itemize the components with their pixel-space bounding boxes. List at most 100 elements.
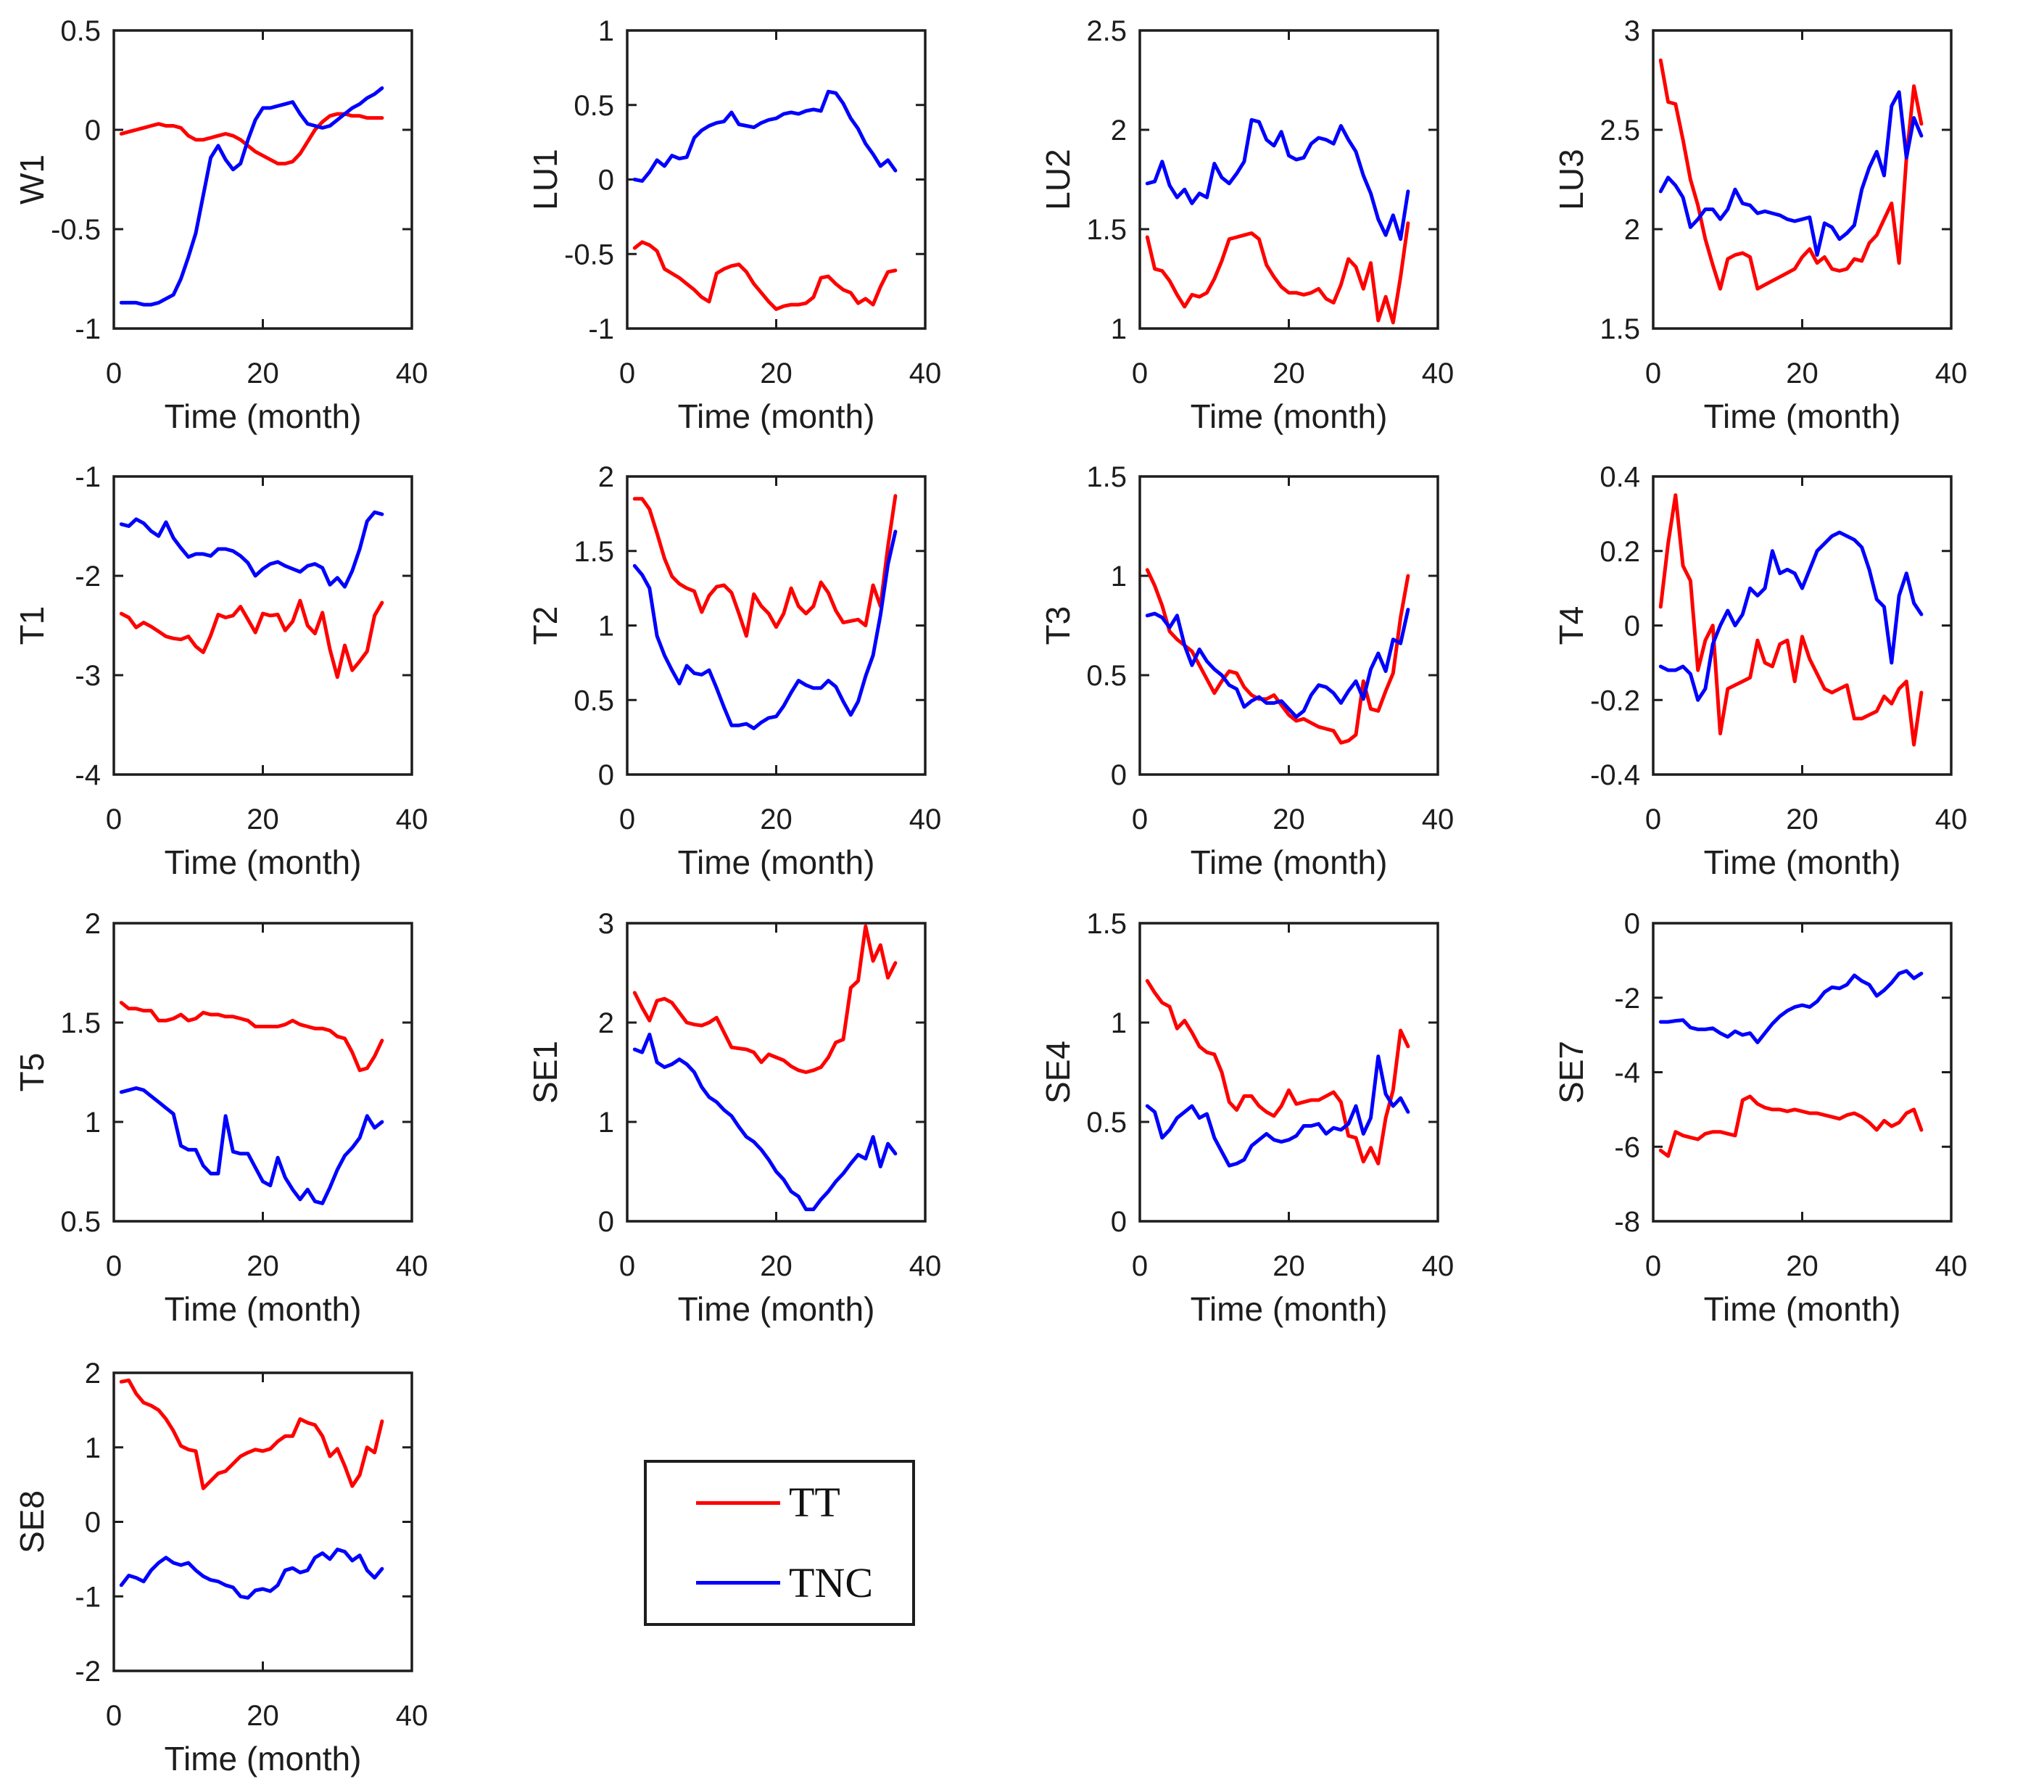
- t5-ytick-label: 0.5: [60, 1206, 101, 1238]
- w1-tt-line: [119, 112, 384, 166]
- t1-ylabel: T1: [13, 606, 51, 645]
- se7-xtick-label: 0: [1645, 1250, 1661, 1282]
- se8-tt-line: [119, 1378, 384, 1490]
- w1-axes-frame: [112, 29, 413, 330]
- w1-xtick-label: 20: [247, 358, 279, 389]
- legend-item-tt: TT: [647, 1482, 912, 1524]
- t5-xtick-label: 40: [396, 1250, 429, 1282]
- t2-xtick-label: 20: [760, 804, 793, 835]
- lu1-tick-marks: [626, 29, 927, 330]
- subplot-se7: 0 20 40 -8 -6 -4 -2 0 Time (month) SE7: [1552, 908, 1968, 1328]
- se7-ytick-label: 0: [1624, 908, 1640, 940]
- se7-ytick-label: -4: [1614, 1057, 1640, 1089]
- tnc-legend-label: TNC: [789, 1558, 873, 1606]
- lu2-xtick-label: 20: [1273, 358, 1305, 389]
- se4-tnc-line: [1145, 1054, 1410, 1168]
- se1-xtick-label: 20: [760, 1250, 793, 1282]
- lu3-xtick-label: 20: [1786, 358, 1819, 389]
- se8-ytick-label: 2: [85, 1358, 101, 1390]
- se4-xtick-label: 20: [1273, 1250, 1305, 1282]
- lu2-tt-line: [1145, 221, 1410, 325]
- lu2-xlabel: Time (month): [1191, 397, 1388, 435]
- se8-tnc-line: [119, 1548, 384, 1600]
- lu1-ytick-label: -1: [588, 313, 614, 345]
- se1-ytick-label: 3: [598, 908, 614, 940]
- se4-xtick-label: 40: [1422, 1250, 1455, 1282]
- se8-tick-marks: [112, 1371, 413, 1672]
- lu3-ylabel: LU3: [1552, 149, 1590, 210]
- lu1-tnc-line: [632, 89, 898, 183]
- se1-tick-marks: [626, 922, 927, 1223]
- se1-ytick-label: 1: [598, 1107, 614, 1139]
- t1-tnc-line: [119, 510, 384, 589]
- se1-tnc-line: [632, 1032, 898, 1212]
- se7-xtick-label: 40: [1935, 1250, 1968, 1282]
- lu1-ytick-label: 0.5: [574, 90, 614, 122]
- se7-ytick-label: -2: [1614, 983, 1640, 1015]
- t2-ytick-label: 1.5: [574, 536, 614, 568]
- se4-xtick-label: 0: [1132, 1250, 1148, 1282]
- w1-xtick-label: 0: [106, 358, 122, 389]
- se8-ytick-label: 0: [85, 1507, 101, 1539]
- lu2-ytick-label: 2: [1111, 115, 1127, 146]
- subplot-t1: 0 20 40 -4 -3 -2 -1 Time (month) T1: [13, 461, 428, 881]
- t3-xtick-label: 20: [1273, 804, 1305, 835]
- lu2-ytick-label: 1.5: [1086, 214, 1127, 246]
- se8-ytick-label: -2: [75, 1656, 101, 1688]
- se8-ylabel: SE8: [13, 1490, 51, 1553]
- lu3-ytick-label: 1.5: [1600, 313, 1640, 345]
- lu2-xtick-label: 0: [1132, 358, 1148, 389]
- se1-ytick-label: 2: [598, 1007, 614, 1039]
- t5-axes-frame: [112, 922, 413, 1223]
- se7-tt-line: [1658, 1094, 1924, 1158]
- t1-tt-line: [119, 598, 384, 680]
- lu1-tt-line: [632, 240, 898, 311]
- t5-ytick-label: 1: [85, 1107, 101, 1139]
- subplot-lu2: 0 20 40 1 1.5 2 2.5 Time (month) LU2: [1039, 15, 1454, 435]
- t5-ytick-label: 2: [85, 908, 101, 940]
- t3-tick-marks: [1138, 475, 1439, 776]
- lu1-ytick-label: 1: [598, 15, 614, 47]
- t5-xtick-label: 0: [106, 1250, 122, 1282]
- t2-ytick-label: 1: [598, 611, 614, 643]
- t5-xlabel: Time (month): [165, 1290, 362, 1328]
- se1-xtick-label: 0: [619, 1250, 635, 1282]
- se7-xtick-label: 20: [1786, 1250, 1819, 1282]
- t5-xtick-label: 20: [247, 1250, 279, 1282]
- w1-xtick-label: 40: [396, 358, 429, 389]
- t2-ytick-label: 2: [598, 461, 614, 493]
- t1-tick-marks: [112, 475, 413, 776]
- subplot-se1: 0 20 40 0 1 2 3 Time (month) SE1: [526, 908, 941, 1328]
- tnc-legend-line-icon: [696, 1581, 780, 1585]
- t4-ytick-label: 0.2: [1600, 536, 1640, 568]
- t2-ylabel: T2: [526, 606, 564, 645]
- w1-ylabel: W1: [13, 154, 51, 205]
- t3-ytick-label: 1: [1111, 561, 1127, 592]
- t2-xtick-label: 40: [909, 804, 942, 835]
- se7-axes-frame: [1652, 922, 1953, 1223]
- subplot-lu1: 0 20 40 -1 -0.5 0 0.5 1 Time (month) LU1: [526, 15, 941, 435]
- legend-box: TT TNC: [644, 1460, 915, 1626]
- t5-ytick-label: 1.5: [60, 1007, 101, 1039]
- lu3-tnc-line: [1658, 90, 1924, 257]
- lu3-tick-marks: [1652, 29, 1953, 330]
- subplot-se8: 0 20 40 -2 -1 0 1 2 Time (month) SE8: [13, 1358, 428, 1777]
- t3-ytick-label: 0: [1111, 759, 1127, 791]
- t2-tt-line: [632, 494, 898, 638]
- se1-tt-line: [632, 924, 898, 1074]
- se1-axes-frame: [626, 922, 927, 1223]
- t2-tick-marks: [626, 475, 927, 776]
- t3-tt-line: [1145, 568, 1410, 745]
- tt-legend-label: TT: [789, 1479, 840, 1527]
- lu3-xtick-label: 0: [1645, 358, 1661, 389]
- t3-xtick-label: 0: [1132, 804, 1148, 835]
- w1-xlabel: Time (month): [165, 397, 362, 435]
- se7-ylabel: SE7: [1552, 1041, 1590, 1104]
- se8-xtick-label: 0: [106, 1700, 122, 1732]
- t3-ylabel: T3: [1039, 606, 1077, 645]
- t4-xtick-label: 40: [1935, 804, 1968, 835]
- lu3-ytick-label: 3: [1624, 15, 1640, 47]
- se7-ytick-label: -8: [1614, 1206, 1640, 1238]
- t5-tt-line: [119, 1001, 384, 1073]
